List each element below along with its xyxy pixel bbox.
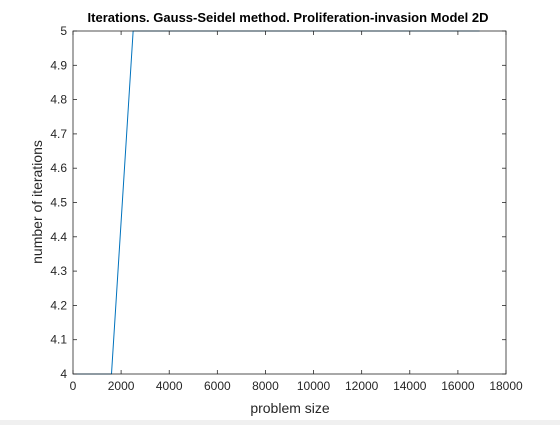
y-tick-label: 4.5	[50, 196, 67, 210]
y-axis-label: number of iterations	[29, 140, 45, 264]
x-tick-label: 14000	[393, 379, 427, 393]
y-tick-label: 5	[60, 24, 67, 38]
y-tick-label: 4	[60, 367, 67, 381]
x-tick-label: 18000	[489, 379, 523, 393]
y-tick-label: 4.1	[50, 333, 67, 347]
y-tick-label: 4.4	[50, 230, 67, 244]
x-tick-label: 0	[70, 379, 77, 393]
x-tick-label: 2000	[108, 379, 135, 393]
y-tick-label: 4.7	[50, 127, 67, 141]
x-axis-ticks: 0 2000 4000 6000 8000 10000 12000 14000 16000 180…	[70, 31, 523, 393]
x-tick-label: 12000	[345, 379, 379, 393]
x-tick-label: 4000	[156, 379, 183, 393]
x-tick-label: 8000	[252, 379, 279, 393]
y-tick-label: 4.8	[50, 93, 67, 107]
y-tick-label: 4.3	[50, 264, 67, 278]
plot-area	[73, 31, 506, 374]
y-tick-label: 4.6	[50, 161, 67, 175]
x-tick-label: 10000	[297, 379, 331, 393]
y-tick-label: 4.9	[50, 58, 67, 72]
x-axis-label: problem size	[250, 400, 330, 416]
x-tick-label: 16000	[441, 379, 475, 393]
chart-title: Iterations. Gauss-Seidel method. Prolife…	[88, 10, 489, 25]
x-tick-label: 6000	[204, 379, 231, 393]
y-tick-label: 4.2	[50, 298, 67, 312]
y-axis-ticks: 4 4.1 4.2 4.3 4.4 4.5 4.6 4.7 4.8 4.9 5	[50, 24, 506, 381]
